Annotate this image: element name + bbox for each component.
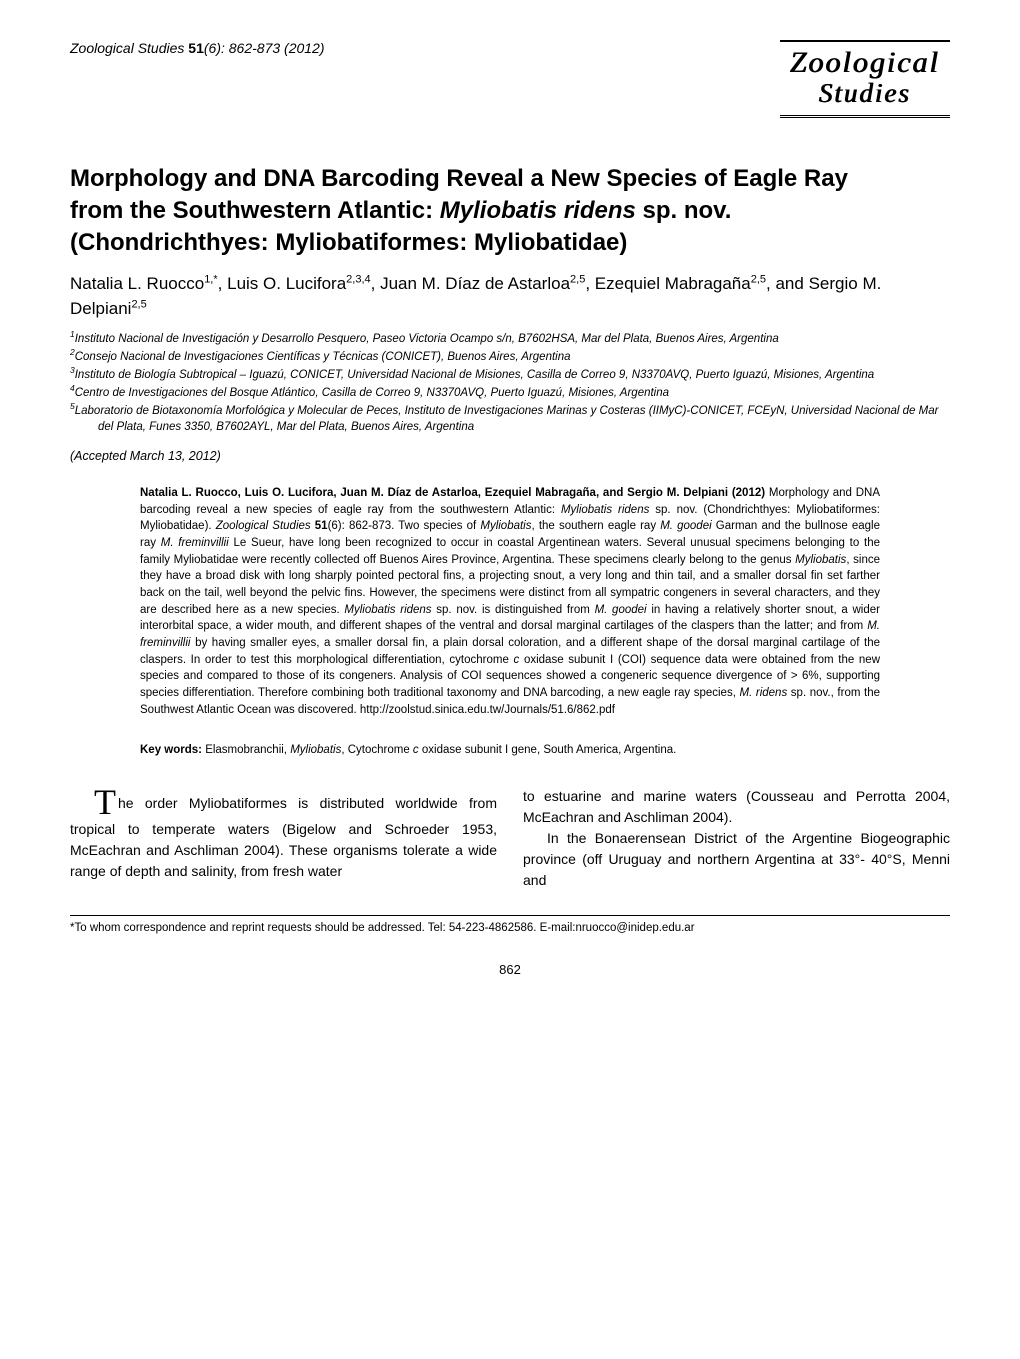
aff2-text: Consejo Nacional de Investigaciones Cien…: [75, 351, 571, 363]
author-4: Ezequiel Mabragaña: [595, 274, 751, 293]
abstract-authors: Natalia L. Ruocco, Luis O. Lucifora, Jua…: [140, 487, 769, 499]
sep2: ,: [371, 274, 380, 293]
sep4: , and: [766, 274, 809, 293]
title-line3: (Chondrichthyes: Myliobatiformes: Myliob…: [70, 229, 627, 256]
abs-sci4: M. freminvillii: [161, 537, 229, 549]
abstract: Natalia L. Ruocco, Luis O. Lucifora, Jua…: [140, 485, 880, 718]
author-4-sup: 2,5: [751, 273, 766, 285]
keywords: Key words: Elasmobranchii, Myliobatis, C…: [140, 744, 880, 756]
aff1-text: Instituto Nacional de Investigación y De…: [75, 333, 779, 345]
abs-sci6: Myliobatis ridens: [344, 604, 431, 616]
footnote-rule: [70, 915, 950, 916]
abs-p1d: , the southern eagle ray: [532, 520, 661, 532]
page-header: Zoological Studies 51(6): 862-873 (2012)…: [70, 40, 950, 118]
author-1: Natalia L. Ruocco: [70, 274, 204, 293]
logo-line1: Zoological: [790, 46, 940, 79]
author-3-sup: 2,5: [570, 273, 585, 285]
body-para-3: In the Bonaerensean District of the Arge…: [523, 828, 950, 891]
kw3: oxidase subunit I gene, South America, A…: [419, 744, 677, 756]
body-para-1: The order Myliobatiformes is distributed…: [70, 786, 497, 881]
dropcap: T: [94, 782, 118, 822]
kw1: Elasmobranchii,: [205, 744, 290, 756]
accepted-date: (Accepted March 13, 2012): [70, 449, 950, 463]
body-column-left: The order Myliobatiformes is distributed…: [70, 786, 497, 891]
sep3: ,: [585, 274, 594, 293]
abs-sci2: Myliobatis: [480, 520, 531, 532]
author-2-sup: 2,3,4: [346, 273, 370, 285]
abs-journal: Zoological Studies: [216, 520, 315, 532]
aff4-text: Centro de Investigaciones del Bosque Atl…: [75, 387, 669, 399]
title-line2a: from the Southwestern Atlantic:: [70, 197, 440, 224]
sep1: ,: [218, 274, 227, 293]
affiliations: 1Instituto Nacional de Investigación y D…: [70, 329, 950, 435]
author-2: Luis O. Lucifora: [227, 274, 346, 293]
journal-ref-prefix: Zoological Studies: [70, 40, 188, 56]
abs-p1f: Le Sueur, have long been recognized to o…: [140, 537, 880, 566]
author-3: Juan M. Díaz de Astarloa: [380, 274, 570, 293]
article-title: Morphology and DNA Barcoding Reveal a Ne…: [70, 163, 950, 260]
kw2: , Cytochrome: [341, 744, 413, 756]
title-line1: Morphology and DNA Barcoding Reveal a Ne…: [70, 165, 848, 192]
affiliation-4: 4Centro de Investigaciones del Bosque At…: [70, 383, 950, 401]
abs-p1c: (6): 862-873. Two species of: [328, 520, 481, 532]
logo-line2: Studies: [790, 79, 940, 109]
abs-sci9: M. ridens: [740, 687, 788, 699]
author-1-sup: 1,: [204, 273, 213, 285]
title-line2b: sp. nov.: [636, 197, 732, 224]
body-column-right: to estuarine and marine waters (Cousseau…: [523, 786, 950, 891]
body-text: The order Myliobatiformes is distributed…: [70, 786, 950, 891]
title-species: Myliobatis ridens: [440, 197, 636, 224]
body-para-2: to estuarine and marine waters (Cousseau…: [523, 786, 950, 828]
abs-sci7: M. goodei: [595, 604, 647, 616]
authors-line: Natalia L. Ruocco1,*, Luis O. Lucifora2,…: [70, 272, 950, 321]
abs-sci3: M. goodei: [660, 520, 711, 532]
abs-vol: 51: [315, 520, 328, 532]
abs-p1h: sp. nov. is distinguished from: [432, 604, 595, 616]
affiliation-2: 2Consejo Nacional de Investigaciones Cie…: [70, 347, 950, 365]
affiliation-5: 5Laboratorio de Biotaxonomía Morfológica…: [70, 401, 950, 435]
page-number: 862: [70, 962, 950, 977]
journal-ref-suffix: (6): 862-873 (2012): [204, 40, 325, 56]
journal-ref-volume: 51: [188, 40, 204, 56]
kw-sci1: Myliobatis: [290, 744, 341, 756]
aff3-text: Instituto de Biología Subtropical – Igua…: [75, 369, 874, 381]
keywords-label: Key words:: [140, 744, 205, 756]
abs-sci1: Myliobatis ridens: [561, 504, 649, 516]
journal-logo: Zoological Studies: [780, 40, 950, 118]
affiliation-3: 3Instituto de Biología Subtropical – Igu…: [70, 365, 950, 383]
corresponding-author-footnote: *To whom correspondence and reprint requ…: [70, 922, 950, 934]
body-col1-text: he order Myliobatiformes is distributed …: [70, 795, 497, 878]
author-5-sup: 2,5: [131, 298, 146, 310]
affiliation-1: 1Instituto Nacional de Investigación y D…: [70, 329, 950, 347]
aff5-text: Laboratorio de Biotaxonomía Morfológica …: [75, 405, 939, 433]
abs-sci5: Myliobatis: [795, 554, 846, 566]
journal-reference: Zoological Studies 51(6): 862-873 (2012): [70, 40, 325, 56]
